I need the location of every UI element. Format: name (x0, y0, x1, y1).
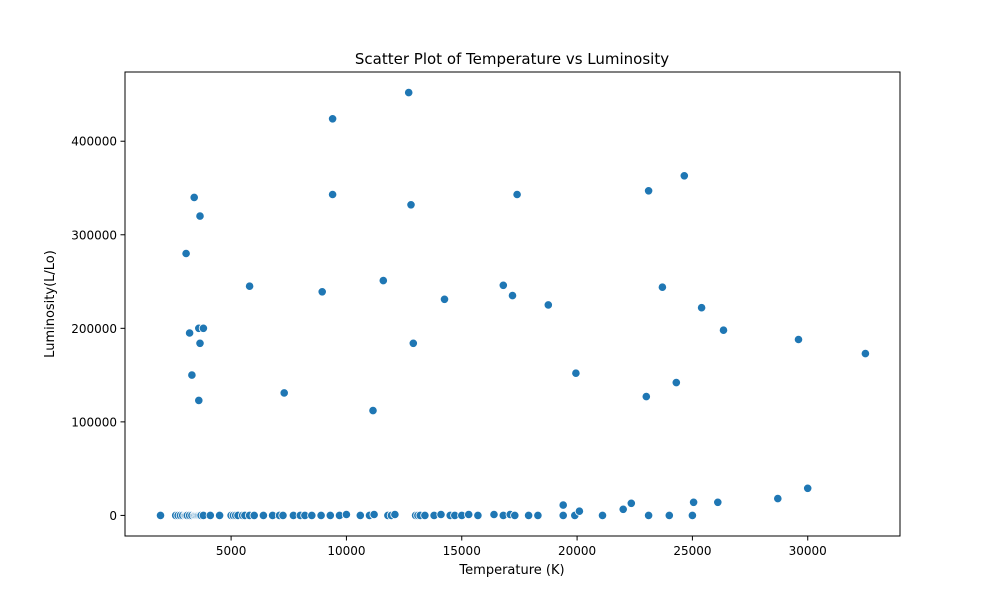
y-tick-label: 400000 (71, 135, 117, 149)
data-point (597, 510, 608, 521)
data-point (187, 370, 197, 380)
data-point (325, 510, 335, 521)
data-point (404, 88, 414, 98)
data-point (687, 510, 698, 521)
data-point (189, 192, 199, 202)
data-point (195, 338, 205, 348)
data-point (258, 510, 268, 521)
data-point (512, 189, 522, 200)
data-point (390, 509, 400, 520)
data-point (408, 338, 418, 348)
x-tick-label: 5000 (216, 544, 247, 558)
plot-frame (124, 71, 901, 537)
x-tick-label: 15000 (443, 544, 481, 558)
data-point (533, 510, 543, 521)
data-point (558, 500, 568, 510)
data-point (860, 348, 871, 359)
data-point (307, 510, 317, 521)
data-point (664, 510, 674, 521)
data-point (523, 510, 534, 521)
data-point (420, 510, 430, 521)
data-point (803, 483, 813, 493)
data-point (369, 509, 379, 520)
y-tick-label: 100000 (71, 415, 117, 429)
x-axis: 5000 10000 15000 20000 25000 30000 (216, 536, 827, 558)
data-point (574, 506, 585, 516)
data-point (793, 334, 804, 345)
data-point (641, 391, 651, 402)
data-point (626, 498, 636, 508)
x-tick-label: 25000 (673, 544, 711, 558)
x-tick-label: 20000 (558, 544, 596, 558)
y-axis: 0 100000 200000 300000 400000 (71, 135, 125, 523)
data-point (327, 114, 338, 124)
data-point (498, 280, 508, 290)
data-point (558, 510, 568, 521)
data-point (185, 328, 195, 338)
chart-title: Scatter Plot of Temperature vs Luminosit… (355, 50, 669, 68)
data-point (215, 510, 225, 521)
data-point (378, 275, 388, 286)
data-point (195, 211, 205, 221)
data-point (571, 368, 581, 378)
data-point (249, 510, 259, 521)
data-point (679, 171, 689, 181)
data-point (464, 509, 474, 520)
data-point (155, 510, 166, 521)
data-point (473, 510, 483, 521)
data-point (194, 395, 204, 405)
data-point (327, 189, 338, 200)
y-tick-label: 0 (109, 509, 117, 523)
x-axis-title: Temperature (K) (458, 563, 564, 578)
y-tick-label: 200000 (71, 322, 117, 336)
data-point (510, 510, 520, 521)
data-point (205, 510, 215, 521)
x-tick-label: 30000 (789, 544, 827, 558)
data-point (198, 323, 208, 333)
data-point (657, 282, 668, 292)
data-point (713, 497, 723, 507)
data-point (355, 510, 365, 521)
x-tick-label: 10000 (327, 544, 365, 558)
data-point (718, 325, 729, 335)
data-point (688, 497, 699, 507)
data-point (643, 186, 654, 196)
data-point (773, 493, 783, 504)
data-point (436, 509, 446, 520)
y-axis-title: Luminosity(L/Lo) (43, 250, 58, 358)
data-point (368, 405, 378, 416)
data-point (406, 200, 416, 210)
data-point (671, 377, 681, 388)
points-layer (155, 88, 871, 521)
y-tick-label: 300000 (71, 228, 117, 242)
data-point (278, 510, 288, 521)
data-point (316, 510, 326, 521)
data-point (341, 509, 351, 520)
data-point (317, 287, 327, 297)
data-point (543, 300, 553, 310)
data-point (696, 303, 707, 313)
data-point (489, 509, 499, 520)
data-point (181, 248, 191, 259)
data-point (245, 281, 255, 291)
data-point (279, 388, 289, 398)
data-point (439, 294, 450, 304)
data-point (618, 504, 628, 514)
data-point (643, 510, 654, 521)
data-point (507, 290, 518, 301)
